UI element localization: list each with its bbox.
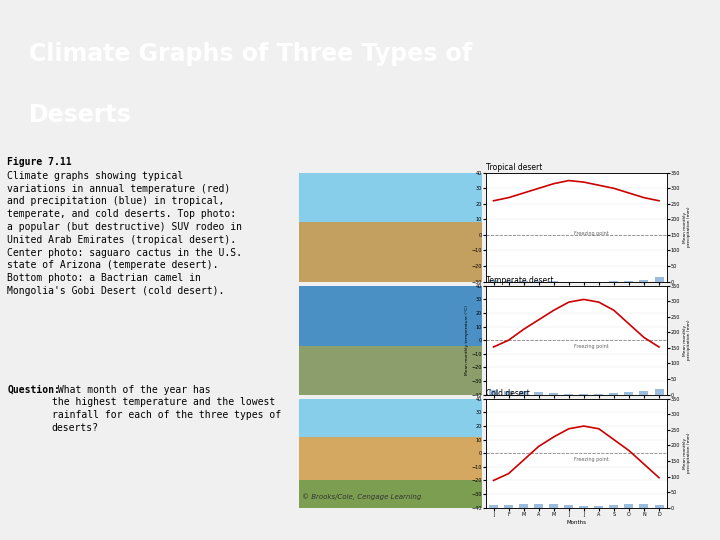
Bar (299, 286, 482, 346)
Bar (299, 346, 482, 395)
Bar (549, 504, 558, 508)
Bar (299, 437, 482, 481)
Bar (654, 389, 664, 395)
Bar (534, 504, 543, 508)
Bar (549, 393, 558, 395)
Text: Freezing point: Freezing point (574, 457, 608, 462)
Bar (624, 392, 634, 395)
Bar (594, 506, 603, 508)
X-axis label: Months: Months (566, 519, 586, 524)
Bar (594, 394, 603, 395)
Y-axis label: Mean monthly temperature (°C): Mean monthly temperature (°C) (464, 305, 469, 375)
Bar (564, 505, 573, 508)
Bar (519, 504, 528, 508)
Bar (564, 394, 573, 395)
X-axis label: Months: Months (566, 407, 586, 411)
Bar (489, 505, 498, 508)
Bar (624, 504, 634, 508)
Text: Climate graphs showing typical
variations in annual temperature (red)
and precip: Climate graphs showing typical variation… (7, 171, 242, 296)
Bar (489, 280, 498, 281)
Bar (609, 505, 618, 508)
Text: Freezing point: Freezing point (574, 344, 608, 349)
Text: Freezing point: Freezing point (574, 231, 608, 236)
Text: Deserts: Deserts (29, 103, 132, 127)
Text: Climate Graphs of Three Types of: Climate Graphs of Three Types of (29, 42, 472, 66)
Bar (609, 393, 618, 395)
Text: Cold desert: Cold desert (486, 389, 530, 398)
Bar (489, 390, 498, 395)
Bar (654, 277, 664, 281)
X-axis label: Months: Months (566, 293, 586, 299)
Bar (654, 505, 664, 508)
Bar (299, 481, 482, 508)
Text: What month of the year has
the highest temperature and the lowest
rainfall for e: What month of the year has the highest t… (52, 384, 281, 433)
Text: Temperate desert: Temperate desert (486, 276, 554, 285)
Bar (504, 391, 513, 395)
Bar (639, 504, 649, 508)
Y-axis label: Mean monthly
precipitation (mm): Mean monthly precipitation (mm) (683, 320, 691, 361)
Text: Figure 7.11: Figure 7.11 (7, 157, 72, 166)
Bar (639, 391, 649, 395)
Bar (299, 222, 482, 281)
Y-axis label: Mean monthly
precipitation (mm): Mean monthly precipitation (mm) (683, 207, 691, 247)
Bar (299, 173, 482, 222)
Bar (534, 392, 543, 395)
Bar (639, 280, 649, 281)
Text: Question:: Question: (7, 384, 60, 395)
Y-axis label: Mean monthly
precipitation (mm): Mean monthly precipitation (mm) (683, 433, 691, 474)
Bar (299, 399, 482, 437)
Bar (580, 506, 588, 508)
Text: Tropical desert: Tropical desert (486, 163, 542, 172)
Bar (519, 392, 528, 395)
Text: © Brooks/Cole, Cengage Learning: © Brooks/Cole, Cengage Learning (302, 494, 422, 500)
Bar (504, 505, 513, 508)
Bar (580, 394, 588, 395)
